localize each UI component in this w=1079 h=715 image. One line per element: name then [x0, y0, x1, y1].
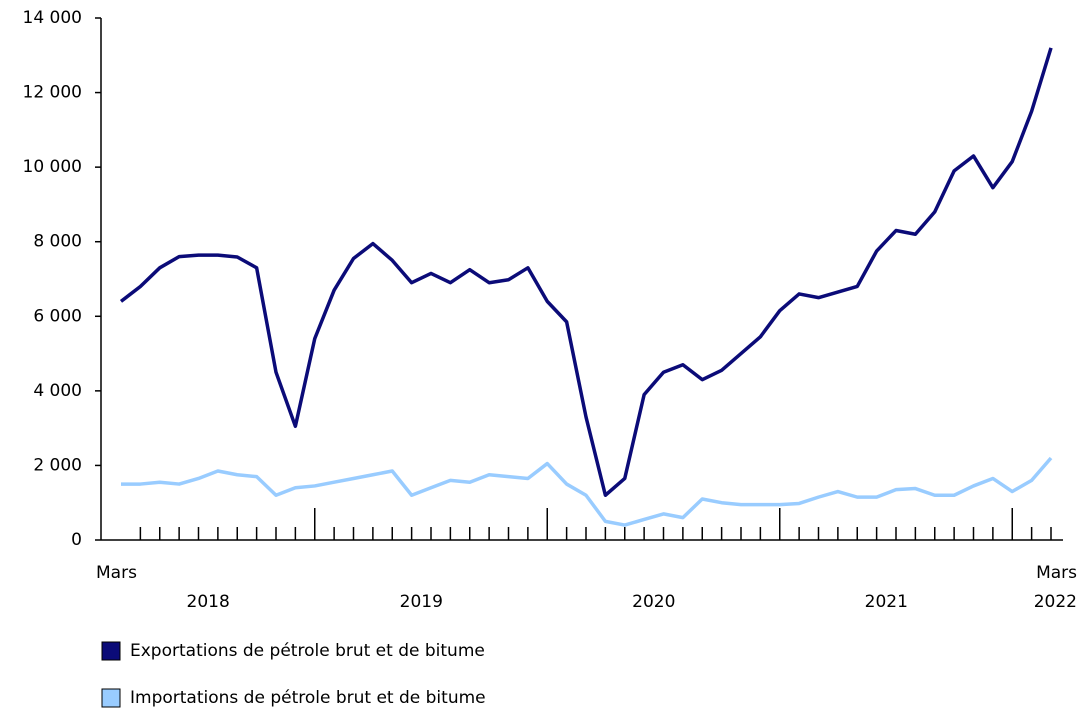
- legend-label: Exportations de pétrole brut et de bitum…: [130, 641, 485, 661]
- x-tick-label: Mars: [1036, 563, 1077, 583]
- y-tick-label: 10 000: [23, 157, 82, 177]
- year-label: 2019: [400, 592, 443, 612]
- year-label: 2020: [632, 592, 675, 612]
- y-tick-label: 6 000: [33, 306, 82, 326]
- y-tick-label: 14 000: [23, 8, 82, 28]
- y-tick-label: 4 000: [33, 381, 82, 401]
- y-tick-label: 8 000: [33, 232, 82, 252]
- y-tick-label: 2 000: [33, 455, 82, 475]
- y-tick-label: 0: [71, 530, 82, 550]
- year-label: 2021: [865, 592, 908, 612]
- series-line: [119, 47, 1053, 498]
- x-tick-label: Mars: [96, 563, 137, 583]
- legend-swatch: [101, 688, 121, 708]
- y-tick-label: 12 000: [23, 83, 82, 103]
- year-label: 2018: [187, 592, 230, 612]
- legend-label: Importations de pétrole brut et de bitum…: [130, 688, 486, 708]
- legend-swatch: [101, 641, 121, 661]
- year-label: 2022: [1034, 592, 1077, 612]
- series-line: [121, 456, 1053, 527]
